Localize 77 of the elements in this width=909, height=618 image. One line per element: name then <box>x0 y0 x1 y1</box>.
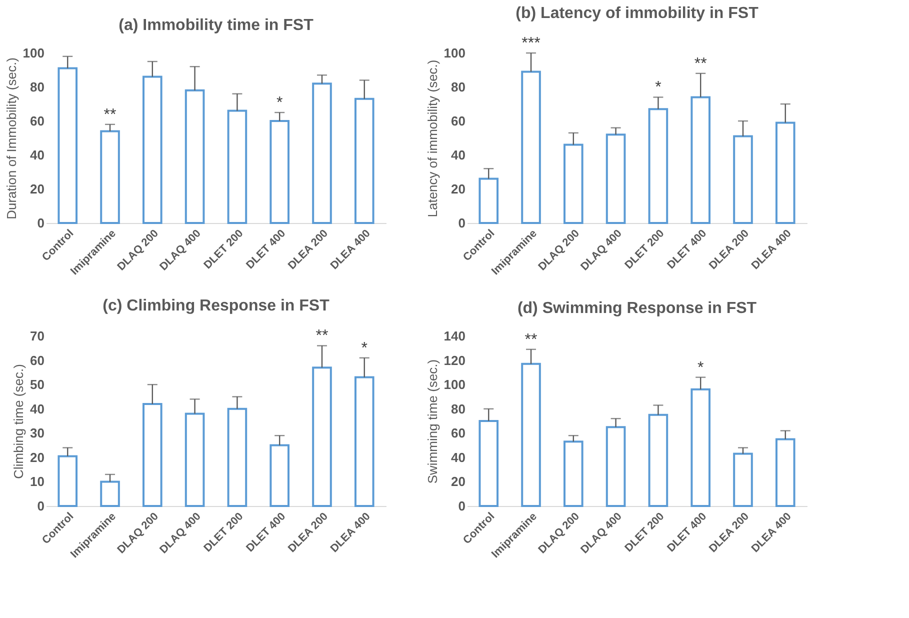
bar <box>564 144 584 224</box>
annotation: * <box>276 94 283 112</box>
bar <box>312 366 332 507</box>
bar <box>733 452 753 507</box>
y-tick-label: 70 <box>30 328 44 344</box>
y-tick-label: 140 <box>444 328 466 344</box>
bar <box>775 438 796 507</box>
bar <box>478 178 499 224</box>
y-tick-label: 80 <box>451 80 466 94</box>
y-tick-label: 40 <box>451 148 466 162</box>
bar <box>142 76 162 224</box>
bar <box>606 134 626 224</box>
bar <box>184 89 205 224</box>
y-tick-label: 20 <box>30 450 44 465</box>
y-tick-label: 20 <box>451 182 466 196</box>
bar <box>270 444 290 507</box>
bar <box>521 70 541 224</box>
y-tick-label: 100 <box>444 377 466 392</box>
y-tick-label: 60 <box>30 114 44 128</box>
chart-title: (a) Immobility time in FST <box>118 17 314 34</box>
chart-title: (d) Swimming Response in FST <box>517 300 757 317</box>
annotation: ** <box>104 106 116 124</box>
y-tick-label: 40 <box>30 401 44 416</box>
y-tick-label: 0 <box>458 216 466 230</box>
y-tick-label: 80 <box>30 80 44 94</box>
y-tick-label: 120 <box>444 352 466 368</box>
annotation: ** <box>524 331 538 348</box>
y-tick-label: 0 <box>37 216 44 230</box>
y-axis-title: Latency of immobility (sec.) <box>424 60 440 218</box>
y-tick-label: 30 <box>30 426 44 441</box>
bar <box>100 130 120 224</box>
bar <box>354 376 374 507</box>
bar <box>690 96 710 224</box>
y-tick-label: 60 <box>30 352 44 368</box>
bar <box>227 408 248 507</box>
bar <box>312 82 332 224</box>
bar <box>606 426 626 507</box>
annotation: *** <box>522 35 540 52</box>
y-tick-label: 60 <box>451 114 466 128</box>
bar <box>733 135 753 224</box>
y-tick-label: 60 <box>451 426 466 441</box>
annotation: * <box>361 340 368 357</box>
annotation: * <box>655 79 662 96</box>
bar <box>58 67 78 224</box>
bar <box>100 480 120 507</box>
y-axis-title: Climbing time (sec.) <box>11 364 26 479</box>
bar <box>58 455 78 507</box>
bar <box>270 120 290 224</box>
bar <box>521 362 541 507</box>
annotation: ** <box>316 328 328 345</box>
y-tick-label: 20 <box>451 474 466 490</box>
bar <box>354 98 374 224</box>
y-tick-label: 10 <box>30 474 44 490</box>
y-tick-label: 20 <box>30 182 44 196</box>
y-tick-label: 100 <box>22 46 44 60</box>
annotation: * <box>697 359 704 376</box>
bar <box>184 412 205 507</box>
annotation: ** <box>694 55 707 72</box>
bar <box>142 403 162 507</box>
bar <box>775 122 796 224</box>
bar <box>648 108 668 224</box>
bar <box>564 440 584 507</box>
y-tick-label: 0 <box>37 498 44 514</box>
y-axis-title: Duration of Immobility (sec.) <box>4 58 19 220</box>
y-tick-label: 80 <box>451 401 466 416</box>
y-tick-label: 100 <box>444 46 466 60</box>
bar <box>690 388 710 507</box>
bar <box>227 110 248 224</box>
bar <box>648 414 668 507</box>
chart-title: (c) Climbing Response in FST <box>102 298 330 315</box>
y-tick-label: 40 <box>451 450 466 465</box>
y-tick-label: 50 <box>30 377 44 392</box>
y-tick-label: 0 <box>458 498 466 514</box>
y-axis-title: Swimming time (sec.) <box>424 359 440 484</box>
bar <box>478 420 499 507</box>
y-tick-label: 40 <box>30 148 44 162</box>
chart-title: (b) Latency of immobility in FST <box>516 5 759 22</box>
